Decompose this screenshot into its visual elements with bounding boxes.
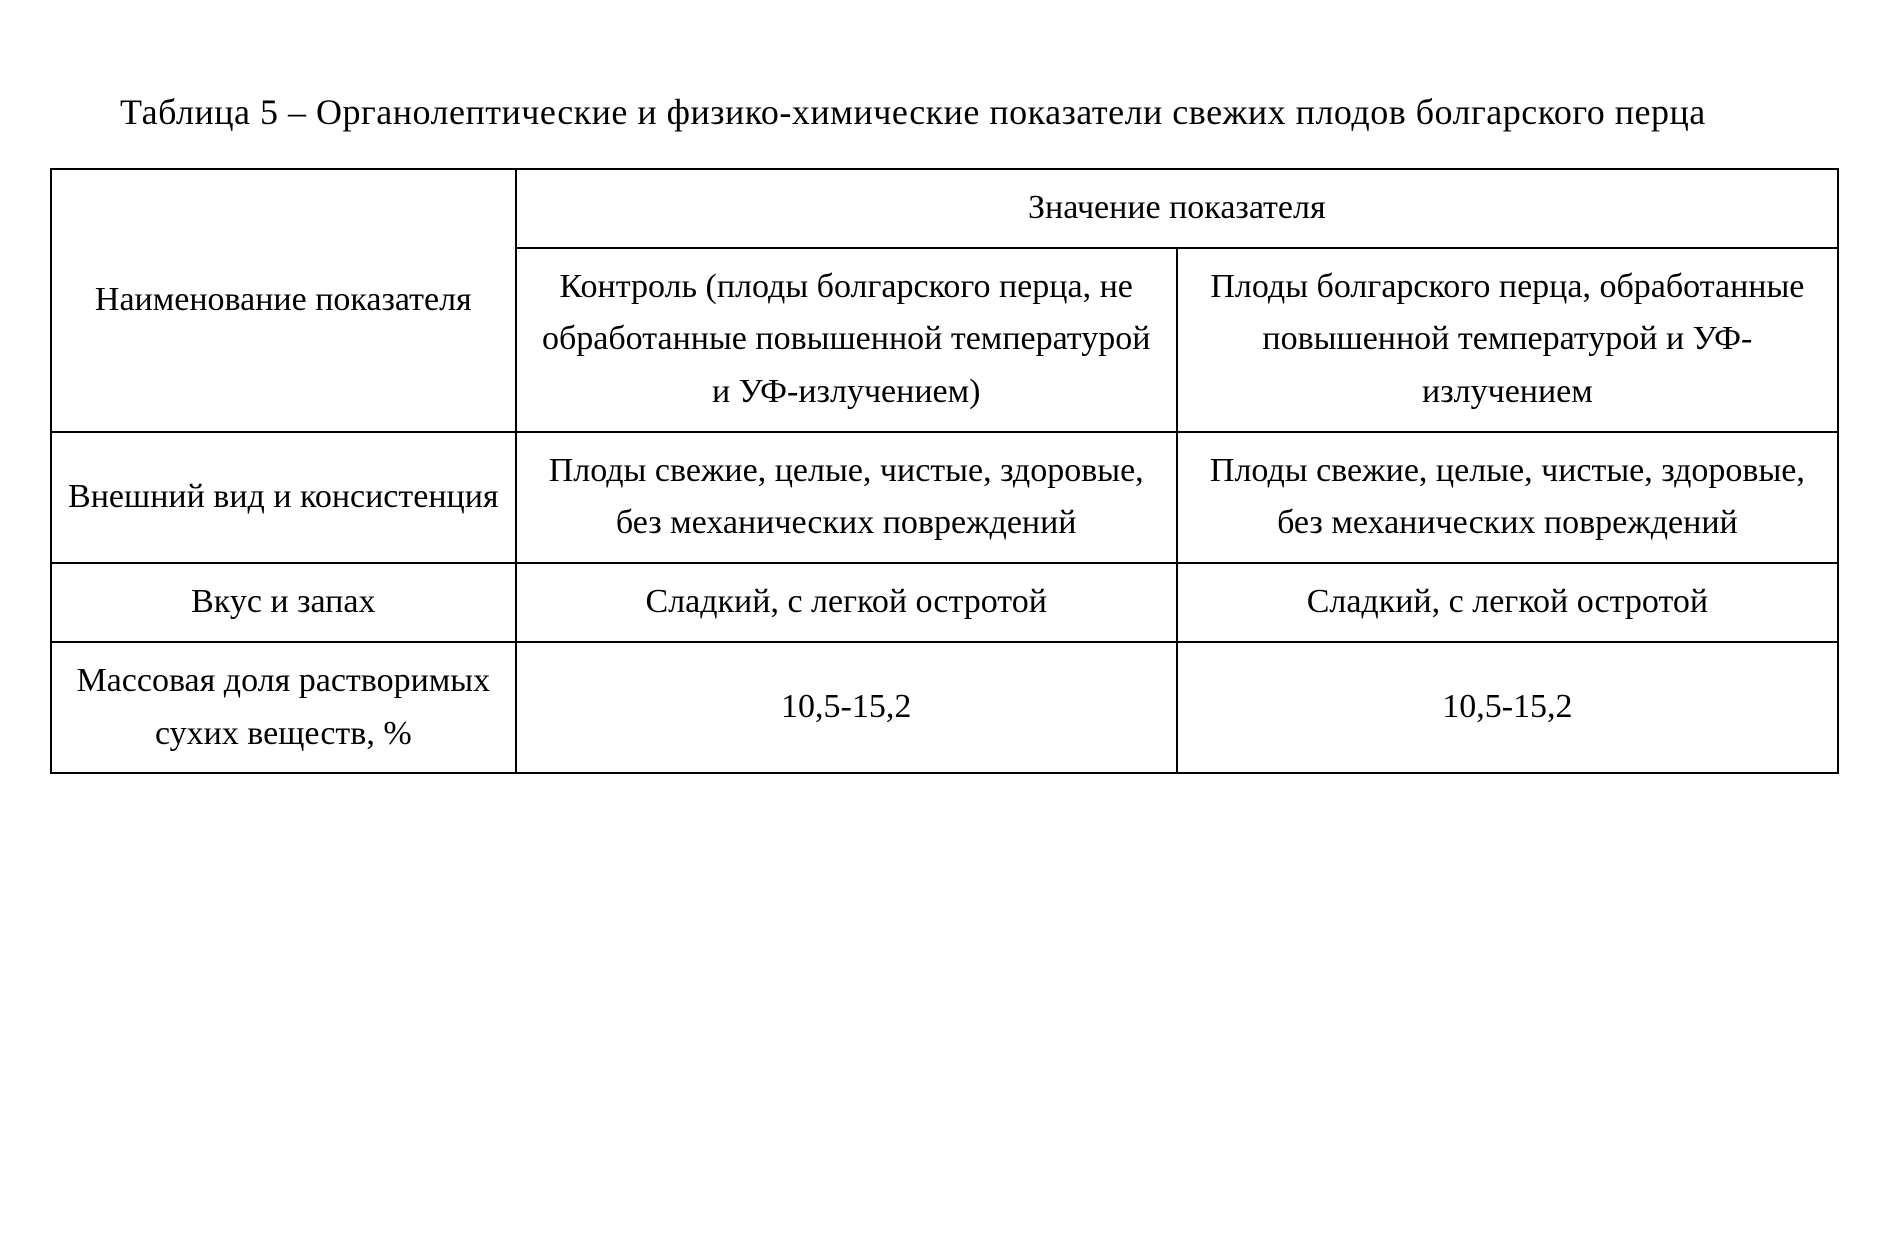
row-val-treated: Плоды свежие, целые, чистые, здоровые, б… — [1177, 432, 1838, 563]
table-row: Массовая доля растворимых сухих веществ,… — [51, 642, 1838, 773]
row-name: Вкус и запах — [51, 563, 516, 642]
row-val-control: 10,5-15,2 — [516, 642, 1177, 773]
row-val-control: Сладкий, с легкой остротой — [516, 563, 1177, 642]
row-name: Внешний вид и консистенция — [51, 432, 516, 563]
row-name: Массовая доля растворимых сухих веществ,… — [51, 642, 516, 773]
header-col-control: Контроль (плоды болгарского перца, не об… — [516, 248, 1177, 432]
row-val-treated: 10,5-15,2 — [1177, 642, 1838, 773]
row-val-control: Плоды свежие, целые, чистые, здоровые, б… — [516, 432, 1177, 563]
header-valuegroup: Значение показателя — [516, 169, 1838, 248]
table-caption: Таблица 5 – Органолептические и физико-х… — [50, 76, 1839, 148]
table-header-row-1: Наименование показателя Значение показат… — [51, 169, 1838, 248]
header-col-treated: Плоды болгарского перца, обработанные по… — [1177, 248, 1838, 432]
data-table: Наименование показателя Значение показат… — [50, 168, 1839, 774]
header-rowlabel: Наименование показателя — [51, 169, 516, 432]
row-val-treated: Сладкий, с легкой остротой — [1177, 563, 1838, 642]
table-row: Вкус и запах Сладкий, с легкой остротой … — [51, 563, 1838, 642]
table-row: Внешний вид и консистенция Плоды свежие,… — [51, 432, 1838, 563]
